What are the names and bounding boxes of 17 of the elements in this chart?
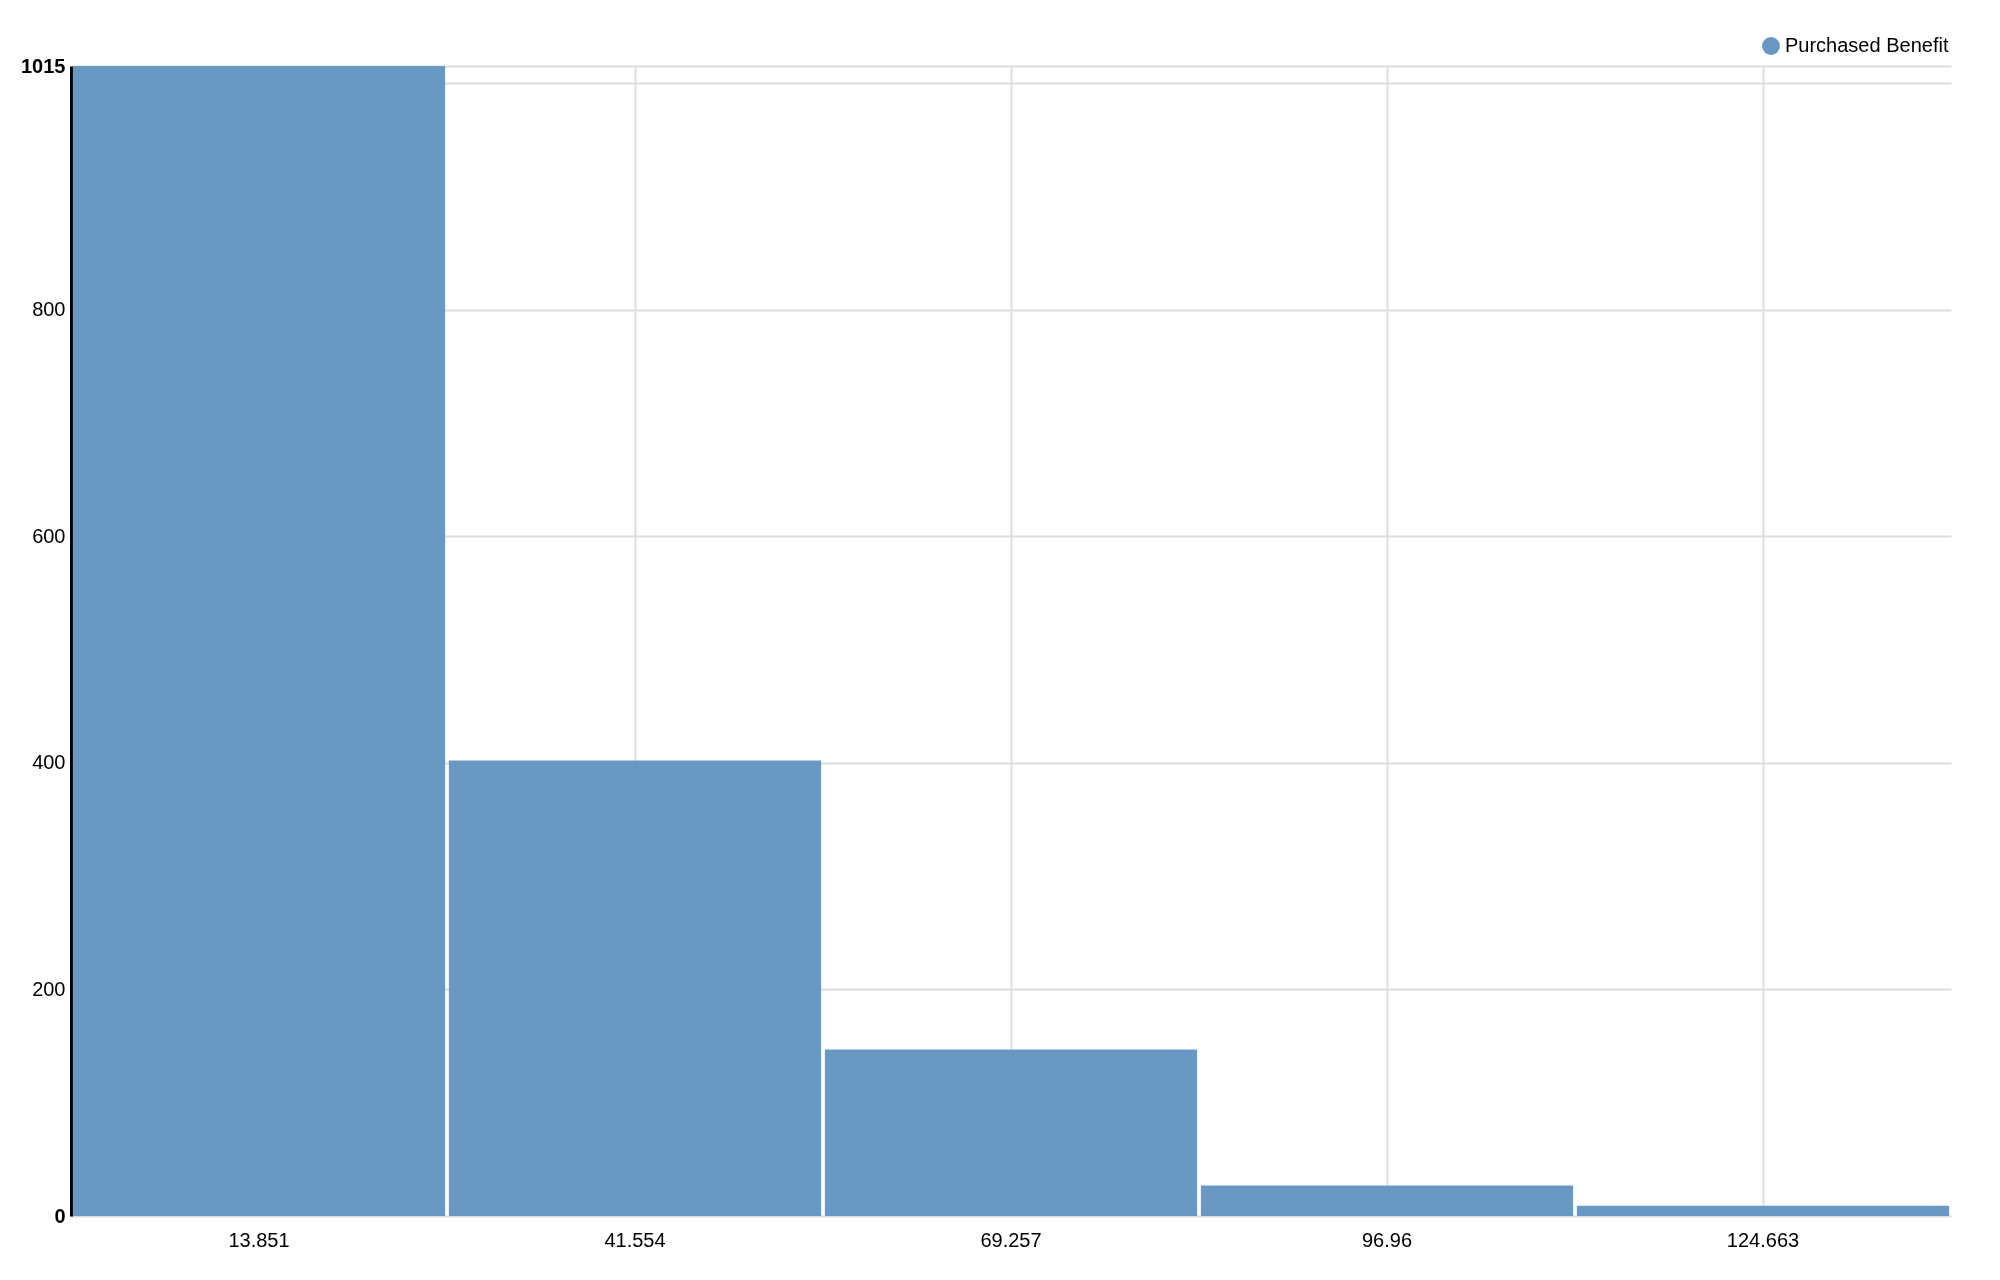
bar bbox=[72, 66, 446, 1216]
y-tick-label: 200 bbox=[32, 977, 66, 1000]
y-tick-label: 800 bbox=[32, 298, 66, 321]
y-tick-label: 1015 bbox=[21, 54, 66, 77]
x-tick-label: 41.554 bbox=[604, 1228, 666, 1251]
x-tick-label: 124.663 bbox=[1726, 1228, 1800, 1251]
bar bbox=[1576, 1205, 1950, 1216]
x-tick-label: 69.257 bbox=[980, 1228, 1042, 1251]
y-tick-label: 0 bbox=[54, 1204, 66, 1227]
bar bbox=[448, 760, 822, 1216]
bar bbox=[824, 1049, 1198, 1216]
x-tick-label: 13.851 bbox=[228, 1228, 290, 1251]
y-tick-label: 400 bbox=[32, 751, 66, 774]
legend-label: Purchased Benefit bbox=[1785, 34, 1949, 56]
x-tick-label: 96.96 bbox=[1361, 1228, 1413, 1251]
bar bbox=[1200, 1185, 1574, 1216]
y-tick-label: 600 bbox=[32, 524, 66, 547]
